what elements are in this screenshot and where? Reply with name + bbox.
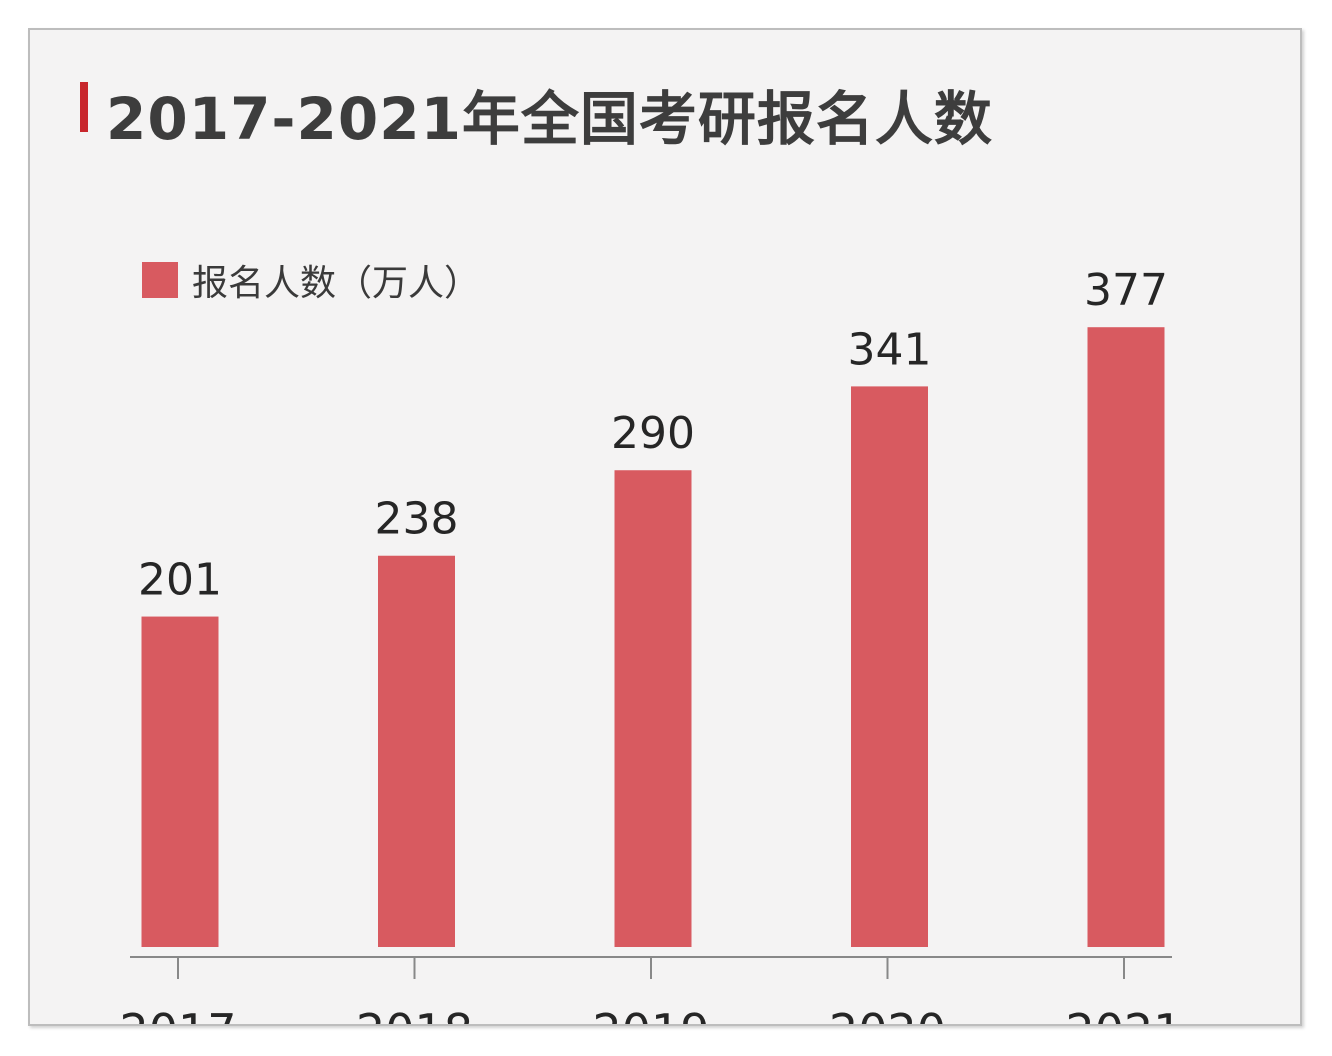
x-tick-label-2017: 2017	[119, 1004, 236, 1026]
bar-chart: 201 2017 238 2018 290 2019 341 2020 377 2021	[119, 265, 1182, 1026]
x-tick-label-2020: 2020	[829, 1004, 946, 1026]
legend-swatch	[142, 262, 178, 298]
x-tick-label-2021: 2021	[1065, 1004, 1182, 1026]
data-label-2020: 341	[848, 324, 932, 375]
bar-2017	[141, 616, 219, 947]
data-label-2019: 290	[611, 408, 695, 459]
title-accent-bar	[80, 82, 88, 132]
data-label-2018: 238	[375, 494, 459, 545]
x-tick-label-2019: 2019	[592, 1004, 709, 1026]
bar-2021	[1087, 327, 1165, 947]
bar-2019	[614, 470, 692, 947]
legend: 报名人数（万人）	[142, 254, 480, 306]
x-tick-label-2018: 2018	[356, 1004, 473, 1026]
legend-label: 报名人数（万人）	[192, 263, 481, 304]
data-label-2017: 201	[138, 555, 222, 606]
chart-frame: 2017-2021年全国考研报名人数 报名人数（万人） 201201723820…	[28, 28, 1302, 1026]
chart-title: 2017-2021年全国考研报名人数	[106, 85, 993, 153]
bar-2020	[851, 386, 928, 947]
data-label-2021: 377	[1084, 265, 1168, 316]
bar-2018	[378, 555, 455, 947]
